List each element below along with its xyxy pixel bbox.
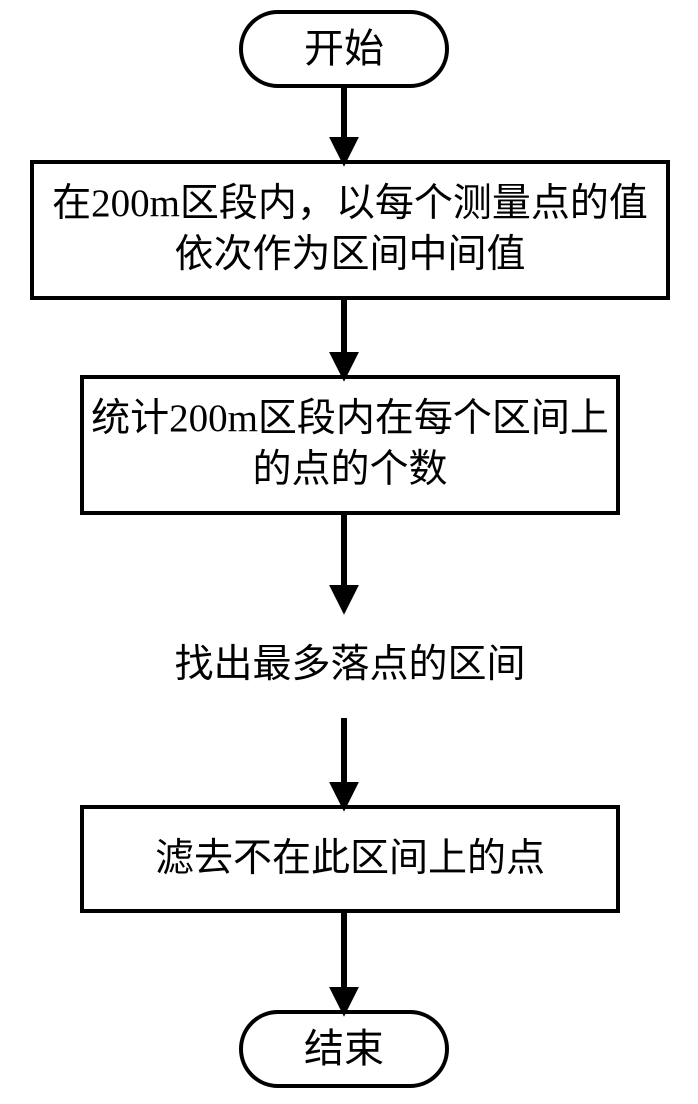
step3-label: 找出最多落点的区间 [174, 640, 525, 691]
step2-label: 统计200m区段内在每个区间上的点的个数 [84, 394, 616, 495]
step3-node: 找出最多落点的区间 [110, 615, 590, 715]
step1-node: 在200m区段内，以每个测量点的值依次作为区间中间值 [30, 160, 670, 300]
end-node: 结束 [239, 1010, 449, 1088]
step4-node: 滤去不在此区间上的点 [80, 805, 620, 913]
start-node: 开始 [239, 10, 449, 88]
end-label: 结束 [304, 1023, 384, 1075]
start-label: 开始 [304, 23, 384, 75]
step2-node: 统计200m区段内在每个区间上的点的个数 [80, 375, 620, 515]
step4-label: 滤去不在此区间上的点 [155, 834, 545, 885]
step1-label: 在200m区段内，以每个测量点的值依次作为区间中间值 [34, 179, 666, 280]
flowchart-canvas: 开始 在200m区段内，以每个测量点的值依次作为区间中间值 统计200m区段内在… [0, 0, 698, 1104]
